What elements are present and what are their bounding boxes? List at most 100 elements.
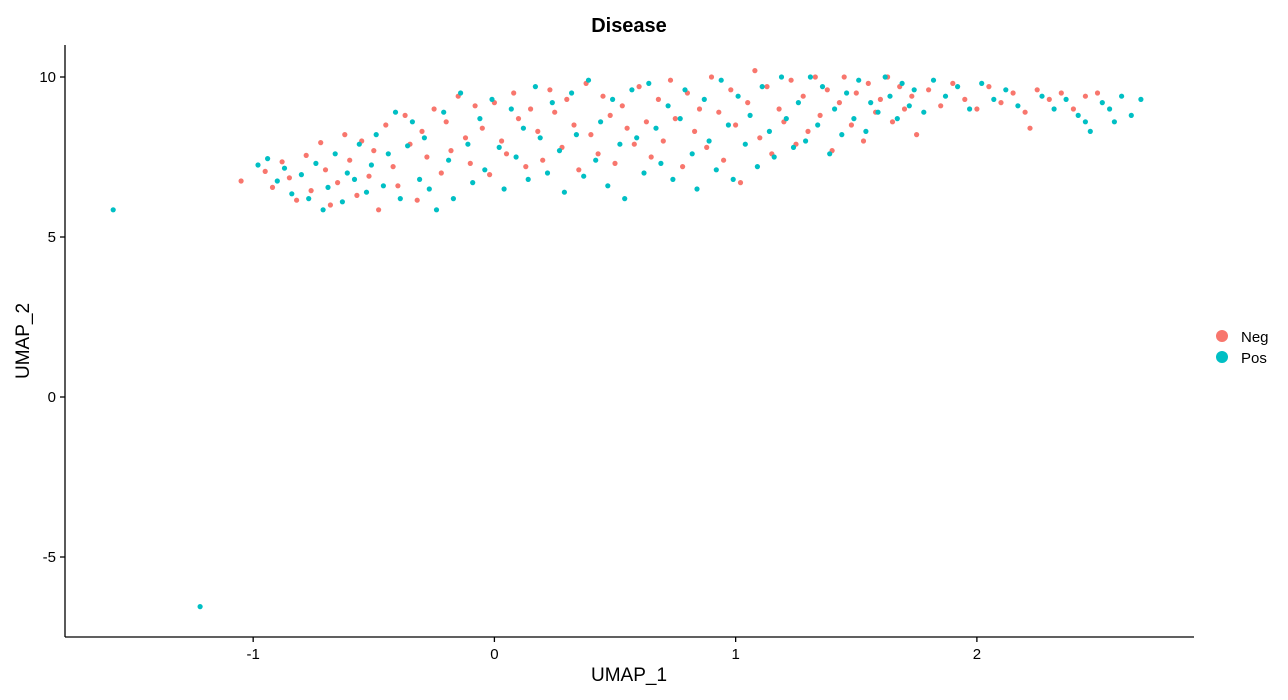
data-point-pos (844, 90, 850, 96)
data-point-neg (836, 100, 843, 106)
data-point-pos (807, 74, 814, 80)
data-point-neg (419, 128, 425, 134)
data-point-pos (1099, 100, 1105, 106)
data-point-pos (887, 93, 893, 99)
data-point-pos (906, 103, 912, 109)
data-point-neg (660, 138, 666, 144)
data-point-pos (868, 100, 874, 106)
data-point-pos (549, 100, 555, 106)
data-point-pos (617, 141, 623, 147)
data-point-pos (610, 96, 616, 102)
data-point-neg (395, 183, 401, 189)
data-point-neg (998, 100, 1004, 106)
data-point-pos (197, 604, 203, 610)
data-point-pos (544, 170, 551, 176)
data-point-neg (424, 154, 430, 160)
x-axis-label: UMAP_1 (591, 665, 667, 686)
data-point-neg (757, 135, 763, 141)
data-point-pos (373, 132, 379, 138)
data-point-pos (634, 135, 640, 141)
data-point-pos (827, 151, 833, 157)
data-point-pos (421, 135, 427, 141)
data-point-pos (605, 183, 611, 189)
data-point-pos (110, 207, 116, 213)
data-point-neg (824, 87, 830, 93)
data-point-neg (733, 122, 739, 128)
legend-label-neg: Neg (1241, 329, 1269, 346)
data-point-pos (1128, 112, 1134, 118)
data-point-pos (298, 172, 304, 178)
data-point-pos (694, 186, 700, 192)
data-point-neg (238, 178, 244, 184)
data-point-neg (376, 207, 382, 213)
data-point-neg (680, 164, 686, 170)
data-point-neg (708, 74, 715, 80)
data-point-pos (677, 116, 683, 122)
data-point-pos (417, 176, 423, 182)
data-point-neg (1010, 90, 1016, 96)
data-point-pos (573, 132, 580, 138)
data-point-neg (1058, 90, 1064, 96)
data-point-pos (520, 125, 527, 131)
data-point-neg (467, 160, 473, 166)
data-point-pos (839, 132, 845, 138)
y-tick-label: 10 (39, 69, 56, 86)
data-point-neg (648, 154, 654, 160)
data-point-pos (622, 196, 628, 202)
data-point-neg (667, 77, 674, 83)
data-point-neg (552, 109, 558, 115)
data-point-neg (776, 106, 782, 112)
data-point-neg (366, 173, 372, 179)
data-point-pos (1051, 106, 1057, 112)
data-point-neg (1070, 106, 1076, 112)
data-point-pos (380, 183, 386, 189)
y-tick-label: -5 (43, 549, 56, 566)
data-point-neg (303, 152, 309, 158)
data-point-pos (325, 184, 331, 190)
data-point-pos (537, 135, 543, 141)
data-point-neg (805, 128, 811, 134)
chart-title: Disease (591, 15, 667, 37)
data-point-pos (1111, 119, 1117, 125)
data-point-pos (344, 170, 350, 176)
data-point-neg (515, 116, 522, 122)
data-point-neg (926, 87, 932, 93)
data-point-neg (286, 175, 292, 181)
data-point-neg (853, 90, 859, 96)
data-point-pos (629, 87, 635, 93)
data-point-neg (390, 164, 396, 170)
data-point-neg (841, 74, 847, 80)
data-point-neg (564, 96, 570, 102)
data-point-neg (342, 132, 348, 138)
data-point-pos (581, 173, 587, 179)
data-point-pos (598, 119, 604, 125)
data-point-neg (631, 141, 637, 147)
data-point-pos (489, 96, 495, 102)
data-point-pos (501, 186, 507, 192)
data-point-pos (1087, 128, 1093, 134)
data-point-neg (472, 103, 478, 109)
data-point-pos (332, 151, 338, 157)
data-point-pos (706, 138, 712, 144)
data-point-neg (308, 188, 314, 194)
x-tick-label: -1 (246, 646, 259, 663)
data-point-pos (899, 80, 905, 86)
data-point-neg (737, 180, 744, 186)
data-point-neg (889, 119, 896, 125)
data-point-neg (914, 132, 920, 138)
data-point-pos (795, 100, 802, 106)
x-tick-label: 1 (731, 646, 739, 663)
data-point-neg (812, 74, 818, 80)
data-point-pos (790, 144, 797, 150)
data-point-neg (438, 170, 444, 176)
data-point-pos (682, 87, 688, 93)
data-point-pos (569, 90, 575, 96)
data-point-neg (938, 103, 944, 109)
data-point-neg (511, 90, 517, 96)
data-point-pos (385, 151, 391, 157)
data-point-pos (265, 156, 271, 162)
data-point-pos (875, 109, 881, 115)
data-point-pos (955, 84, 961, 90)
x-axis-ticks: -1 0 1 2 (246, 637, 981, 663)
data-point-neg (535, 128, 541, 134)
